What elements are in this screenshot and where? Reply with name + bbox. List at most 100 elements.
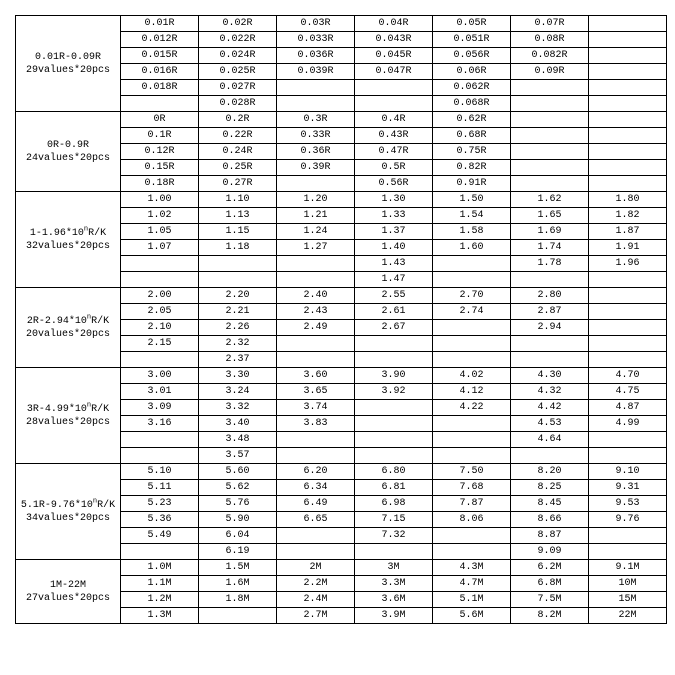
value-cell: 1.05 (121, 224, 199, 240)
value-cell: 4.70 (589, 368, 667, 384)
value-cell: 0.036R (277, 48, 355, 64)
value-cell (511, 80, 589, 96)
value-cell (511, 176, 589, 192)
group-header: 0R-0.9R24values*20pcs (16, 112, 121, 192)
value-cell: 0.024R (199, 48, 277, 64)
value-cell: 1.47 (355, 272, 433, 288)
value-cell: 7.68 (433, 480, 511, 496)
value-cell: 0.07R (511, 16, 589, 32)
value-cell: 3.40 (199, 416, 277, 432)
value-cell: 2.49 (277, 320, 355, 336)
value-cell: 9.09 (511, 544, 589, 560)
value-cell: 1.37 (355, 224, 433, 240)
value-cell (511, 144, 589, 160)
value-cell: 3.30 (199, 368, 277, 384)
value-cell: 5.60 (199, 464, 277, 480)
value-cell: 1.91 (589, 240, 667, 256)
value-cell: 0.09R (511, 64, 589, 80)
value-cell: 2.74 (433, 304, 511, 320)
value-cell: 2.32 (199, 336, 277, 352)
value-cell: 8.06 (433, 512, 511, 528)
value-cell: 5.6M (433, 608, 511, 624)
value-cell: 1.82 (589, 208, 667, 224)
value-cell (433, 320, 511, 336)
value-cell: 1.07 (121, 240, 199, 256)
value-cell: 5.11 (121, 480, 199, 496)
value-cell: 2.7M (277, 608, 355, 624)
value-cell: 3.00 (121, 368, 199, 384)
value-cell (589, 32, 667, 48)
value-cell (511, 336, 589, 352)
value-cell: 0.47R (355, 144, 433, 160)
value-cell: 0.051R (433, 32, 511, 48)
value-cell (433, 272, 511, 288)
value-cell: 2M (277, 560, 355, 576)
value-cell: 0.04R (355, 16, 433, 32)
value-cell: 5.49 (121, 528, 199, 544)
value-cell (589, 352, 667, 368)
value-cell: 0.028R (199, 96, 277, 112)
value-cell: 0.018R (121, 80, 199, 96)
value-cell: 4.87 (589, 400, 667, 416)
value-cell (511, 352, 589, 368)
value-cell: 1.6M (199, 576, 277, 592)
value-cell: 0.02R (199, 16, 277, 32)
value-cell: 3.01 (121, 384, 199, 400)
value-cell: 1.13 (199, 208, 277, 224)
value-cell (121, 272, 199, 288)
value-cell: 9.31 (589, 480, 667, 496)
value-cell: 1.27 (277, 240, 355, 256)
value-cell: 0.91R (433, 176, 511, 192)
value-cell (355, 80, 433, 96)
value-cell (589, 64, 667, 80)
value-cell: 1.00 (121, 192, 199, 208)
value-cell: 4.32 (511, 384, 589, 400)
value-cell: 0.27R (199, 176, 277, 192)
value-cell: 1.74 (511, 240, 589, 256)
value-cell (355, 432, 433, 448)
value-cell (511, 160, 589, 176)
value-cell: 2.94 (511, 320, 589, 336)
value-cell: 0.012R (121, 32, 199, 48)
value-cell: 3.9M (355, 608, 433, 624)
value-cell: 4.64 (511, 432, 589, 448)
value-cell: 0.36R (277, 144, 355, 160)
group-header: 2R-2.94*10nR/K20values*20pcs (16, 288, 121, 368)
value-cell: 6.65 (277, 512, 355, 528)
value-cell (121, 448, 199, 464)
value-cell: 2.87 (511, 304, 589, 320)
value-cell: 7.50 (433, 464, 511, 480)
value-cell: 1.43 (355, 256, 433, 272)
value-cell: 9.53 (589, 496, 667, 512)
value-cell (355, 416, 433, 432)
value-cell (277, 432, 355, 448)
value-cell: 1.58 (433, 224, 511, 240)
value-cell: 0.33R (277, 128, 355, 144)
value-cell (121, 432, 199, 448)
value-cell (589, 16, 667, 32)
value-cell: 1.18 (199, 240, 277, 256)
value-cell (199, 608, 277, 624)
value-cell: 3.6M (355, 592, 433, 608)
value-cell: 6.8M (511, 576, 589, 592)
value-cell (589, 304, 667, 320)
value-cell: 1.33 (355, 208, 433, 224)
value-cell: 4.53 (511, 416, 589, 432)
value-cell: 6.80 (355, 464, 433, 480)
value-cell: 0.24R (199, 144, 277, 160)
value-cell: 2.4M (277, 592, 355, 608)
value-cell: 1.24 (277, 224, 355, 240)
value-cell: 6.19 (199, 544, 277, 560)
value-cell (589, 80, 667, 96)
value-cell (199, 256, 277, 272)
value-cell: 2.70 (433, 288, 511, 304)
value-cell: 4.22 (433, 400, 511, 416)
value-cell: 3.92 (355, 384, 433, 400)
value-cell (589, 432, 667, 448)
value-cell: 5.1M (433, 592, 511, 608)
value-cell: 22M (589, 608, 667, 624)
value-cell: 1.80 (589, 192, 667, 208)
value-cell: 0R (121, 112, 199, 128)
value-cell: 2.80 (511, 288, 589, 304)
value-cell (199, 272, 277, 288)
